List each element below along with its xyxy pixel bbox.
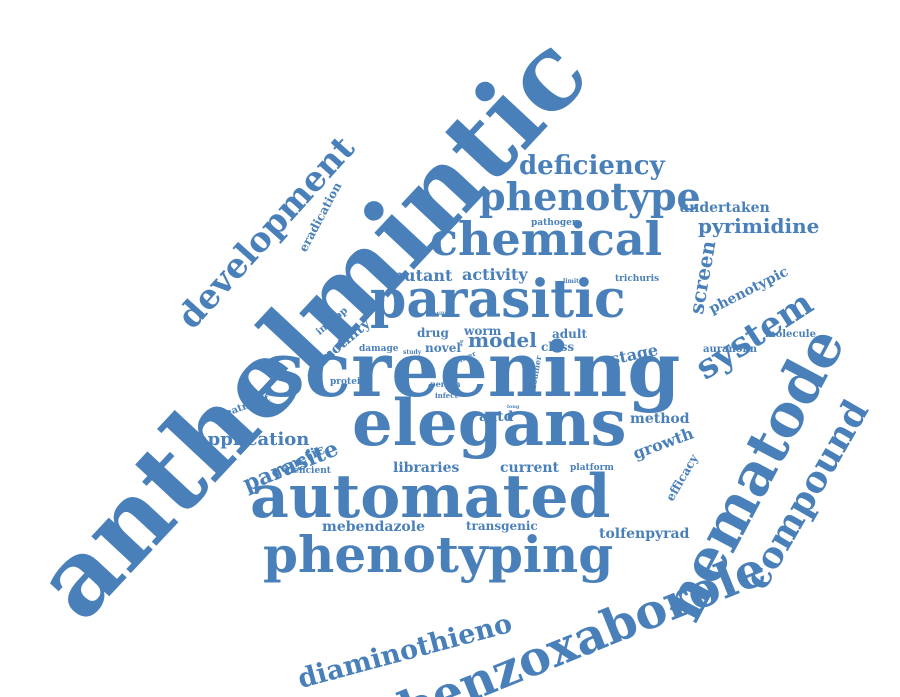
word-parasitic: parasitic xyxy=(370,269,626,330)
word-model: model xyxy=(468,328,537,352)
word-aatd: aatd xyxy=(479,409,514,425)
word-protein: protein xyxy=(330,377,367,387)
word-class: class xyxy=(541,340,575,354)
word-adult: adult xyxy=(552,327,587,341)
word-mutant: mutant xyxy=(387,266,453,285)
word-drug: drug xyxy=(417,326,449,340)
word-chemical: chemical xyxy=(430,212,663,266)
word-elegans: elegans xyxy=(352,386,627,461)
word-infect: infect xyxy=(435,391,458,400)
word-pathogen: pathogen xyxy=(531,218,579,228)
word-transgenic: transgenic xyxy=(466,519,538,533)
word-utility: utility xyxy=(433,311,450,317)
word-damage: damage xyxy=(359,344,399,354)
word-be: be xyxy=(458,340,464,347)
word-pyrimidine: pyrimidine xyxy=(698,214,820,238)
word-deficient: deficient xyxy=(287,466,331,476)
word-long: long xyxy=(507,404,520,410)
word-limited: limited xyxy=(563,278,587,285)
word-tolfenpyrad: tolfenpyrad xyxy=(599,526,690,542)
word-mebendazole: mebendazole xyxy=(322,519,425,535)
word-undertaken: undertaken xyxy=(679,200,770,216)
word-trichuris: trichuris xyxy=(615,274,660,284)
word-phenotyping: phenotyping xyxy=(263,525,614,584)
word-automated: automated xyxy=(250,462,611,532)
word-novel: novel xyxy=(425,341,461,355)
word-libraries: libraries xyxy=(393,460,460,476)
word-screening: screening xyxy=(262,325,681,414)
word-efficacy: efficacy xyxy=(663,451,701,504)
word-deficiency: deficiency xyxy=(519,151,665,181)
word-person: person xyxy=(430,379,461,389)
word-worm: worm xyxy=(464,324,502,338)
word-platform: platform xyxy=(570,463,614,473)
word-study: study xyxy=(403,349,422,356)
word-activity: activity xyxy=(462,265,528,284)
word-application: application xyxy=(196,429,310,450)
word-current: current xyxy=(500,460,560,476)
word-method: method xyxy=(630,411,690,427)
word-auranofin: auranofin xyxy=(703,344,757,355)
word-phenotype: phenotype xyxy=(479,174,701,219)
word-molecule: molecule xyxy=(765,329,816,340)
